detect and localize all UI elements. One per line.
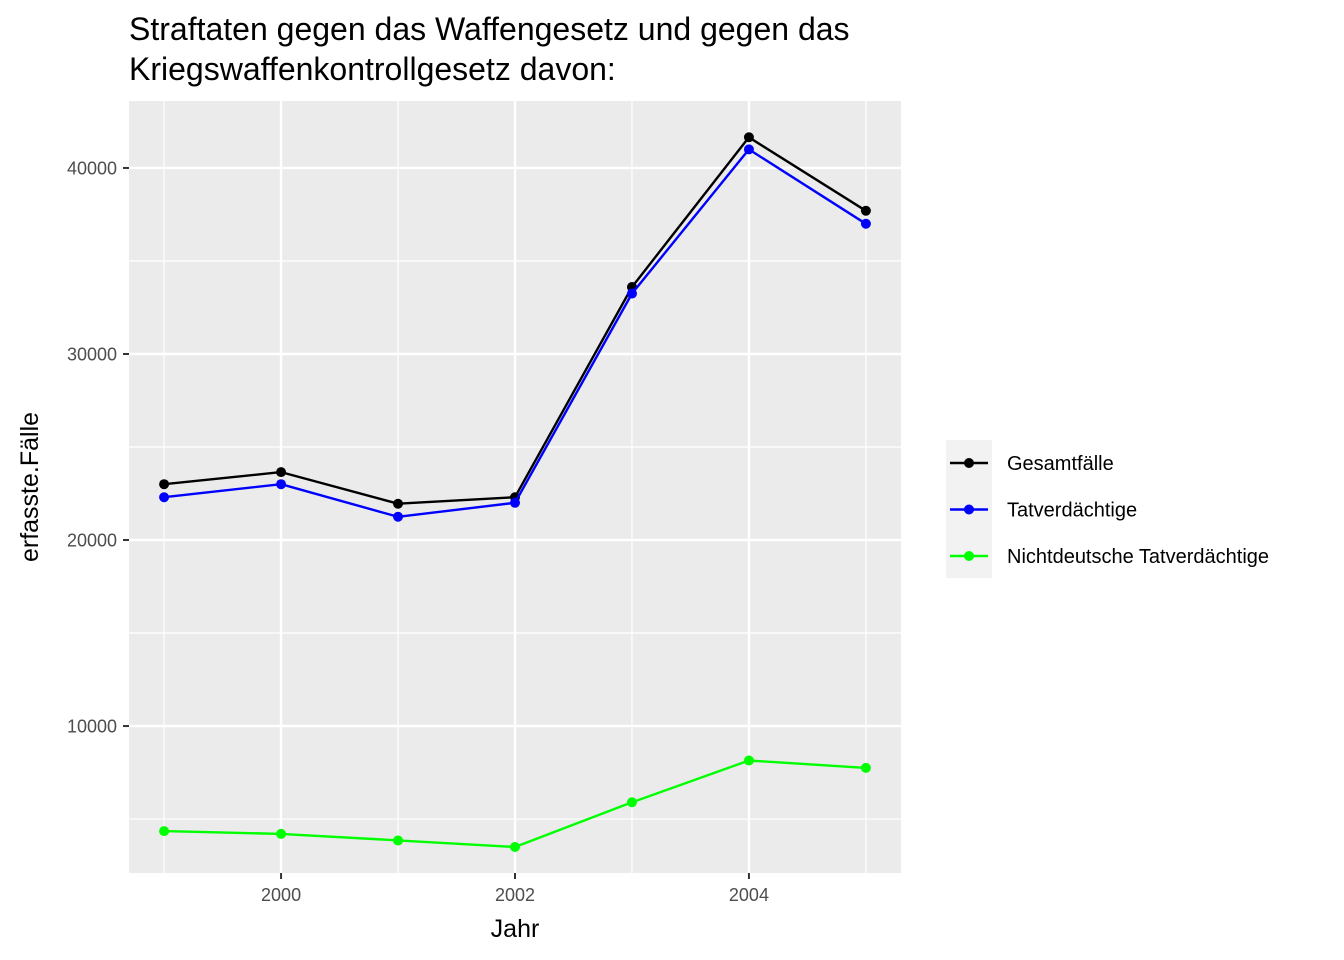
legend-key-point xyxy=(964,458,974,468)
data-point xyxy=(743,755,754,766)
y-tick-label: 30000 xyxy=(67,344,117,364)
x-tick-label: 2000 xyxy=(261,885,301,905)
y-axis-title: erfasste.Fälle xyxy=(16,412,44,562)
y-tick-label: 20000 xyxy=(67,531,117,551)
x-axis-title: Jahr xyxy=(491,915,540,943)
x-tick-label: 2002 xyxy=(495,885,535,905)
series-3 xyxy=(159,755,871,852)
data-point xyxy=(860,762,871,773)
series-2 xyxy=(159,144,871,522)
x-tick-label: 2004 xyxy=(729,885,769,905)
data-point xyxy=(743,132,754,143)
chart-title-line-1: Straftaten gegen das Waffengesetz und ge… xyxy=(129,11,850,47)
y-tick-label: 40000 xyxy=(67,158,117,178)
data-point xyxy=(393,498,404,509)
chart-title-line-2: Kriegswaffenkontrollgesetz davon: xyxy=(129,51,616,87)
data-point xyxy=(860,218,871,229)
data-series xyxy=(159,132,871,852)
data-point xyxy=(276,479,287,490)
legend: Gesamtfälle Tatverdächtige Nichtdeutsche T… xyxy=(946,440,1269,578)
legend-label: Gesamtfälle xyxy=(1007,453,1114,475)
legend-item: Gesamtfälle xyxy=(950,453,1114,475)
data-point xyxy=(276,828,287,839)
data-point xyxy=(860,205,871,216)
legend-label: Tatverdächtige xyxy=(1007,500,1137,522)
data-point xyxy=(510,497,520,508)
chart-title: Straftaten gegen das Waffengesetz und ge… xyxy=(129,11,850,87)
legend-item: Tatverdächtige xyxy=(950,500,1137,522)
data-point xyxy=(393,511,404,522)
data-point xyxy=(626,797,637,808)
data-point xyxy=(626,288,637,299)
y-tick-label: 10000 xyxy=(67,717,117,737)
axes: 10000 20000 30000 40000 2000 2002 2004 xyxy=(67,158,769,905)
data-point xyxy=(159,826,170,837)
series-1 xyxy=(159,132,871,509)
legend-key-point xyxy=(964,504,974,515)
data-point xyxy=(276,467,287,478)
data-point xyxy=(159,492,170,503)
data-point xyxy=(510,841,520,852)
grid-lines xyxy=(129,101,901,873)
data-point xyxy=(743,144,754,155)
legend-key-point xyxy=(964,551,974,561)
legend-item: Nichtdeutsche Tatverdächtige xyxy=(950,546,1269,568)
data-point xyxy=(159,479,170,490)
data-point xyxy=(393,835,404,846)
legend-label: Nichtdeutsche Tatverdächtige xyxy=(1007,546,1269,568)
